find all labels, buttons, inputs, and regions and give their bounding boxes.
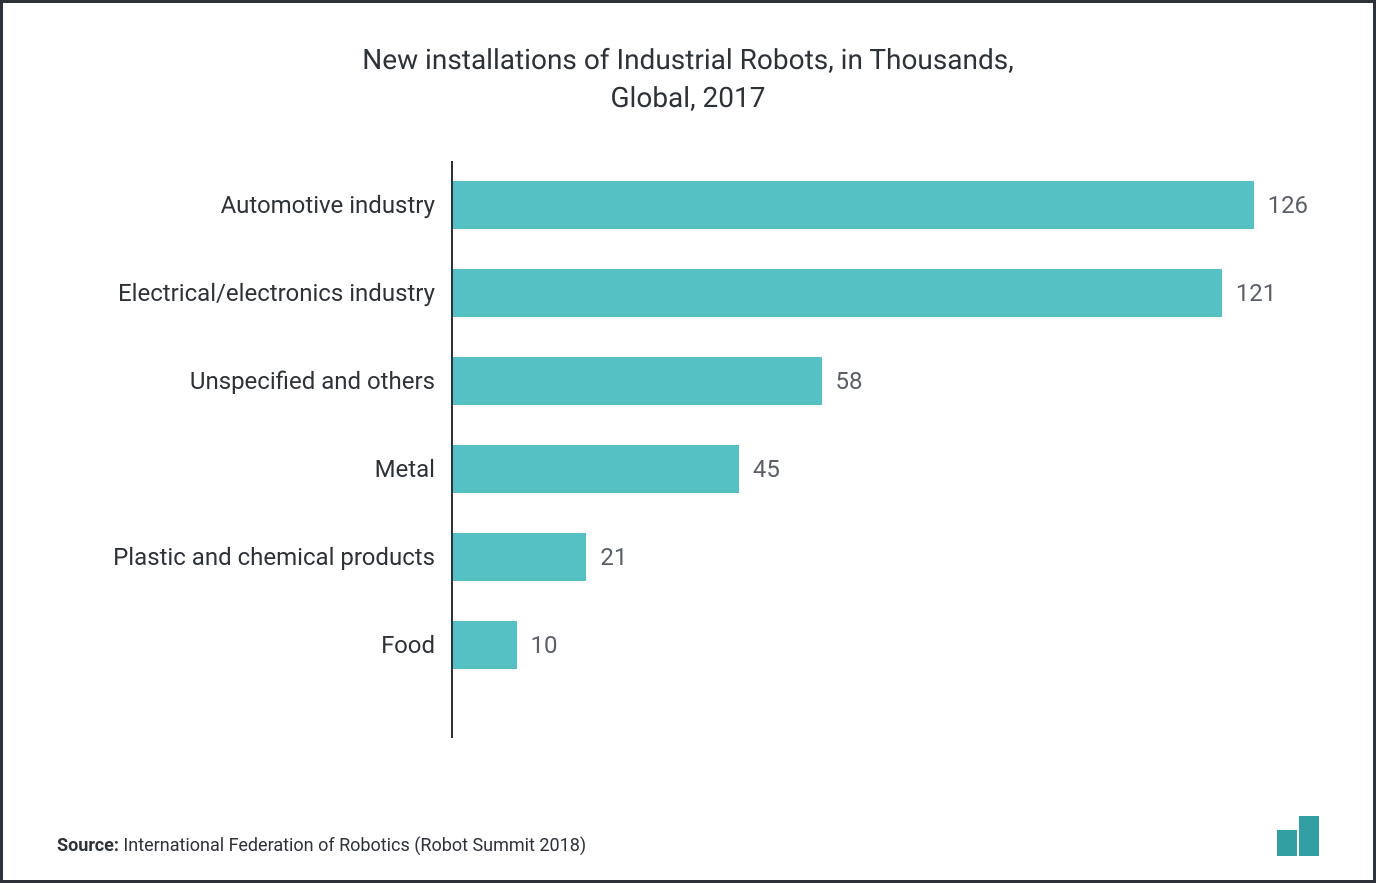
bar-row: Metal 45	[57, 445, 1279, 493]
bar-track: 21	[451, 533, 1279, 581]
bar-row: Plastic and chemical products 21	[57, 533, 1279, 581]
bar-track: 45	[451, 445, 1279, 493]
category-label: Unspecified and others	[57, 367, 451, 395]
source-prefix: Source:	[57, 835, 119, 856]
bar-row: Automotive industry126	[57, 181, 1279, 229]
source-text: International Federation of Robotics (Ro…	[123, 835, 586, 856]
bar-row: Electrical/electronics industry 121	[57, 269, 1279, 317]
logo-bar-1	[1277, 830, 1297, 856]
category-label: Food	[57, 631, 451, 659]
bar-row: Unspecified and others 58	[57, 357, 1279, 405]
bar	[453, 269, 1222, 317]
chart-frame: New installations of Industrial Robots, …	[0, 0, 1376, 883]
bar-row: Food 10	[57, 621, 1279, 669]
source-attribution: Source: International Federation of Robo…	[57, 835, 586, 856]
bar-track: 10	[451, 621, 1279, 669]
category-label: Automotive industry	[57, 191, 451, 219]
logo-bar-2	[1299, 816, 1319, 856]
bar	[453, 621, 517, 669]
chart-footer: Source: International Federation of Robo…	[57, 816, 1319, 856]
value-label: 45	[739, 455, 780, 483]
bar-track: 121	[451, 269, 1279, 317]
value-label: 21	[586, 543, 627, 571]
value-label: 58	[822, 367, 863, 395]
bar	[453, 181, 1254, 229]
chart-plot-area: Automotive industry126Electrical/electro…	[57, 161, 1319, 798]
value-label: 121	[1222, 279, 1276, 307]
chart-title-line1: New installations of Industrial Robots, …	[362, 43, 1014, 76]
category-label: Plastic and chemical products	[57, 543, 451, 571]
bar	[453, 533, 586, 581]
chart-title: New installations of Industrial Robots, …	[57, 41, 1319, 117]
y-axis-line	[451, 161, 453, 738]
bar-track: 58	[451, 357, 1279, 405]
chart-title-line2: Global, 2017	[610, 81, 765, 114]
category-label: Electrical/electronics industry	[57, 279, 451, 307]
brand-logo-icon	[1277, 816, 1319, 856]
bar	[453, 357, 822, 405]
value-label: 126	[1254, 191, 1308, 219]
bar-track: 126	[451, 181, 1279, 229]
bar	[453, 445, 739, 493]
bar-rows-container: Automotive industry126 Electrical/electro…	[57, 181, 1279, 669]
category-label: Metal	[57, 455, 451, 483]
value-label: 10	[517, 631, 558, 659]
